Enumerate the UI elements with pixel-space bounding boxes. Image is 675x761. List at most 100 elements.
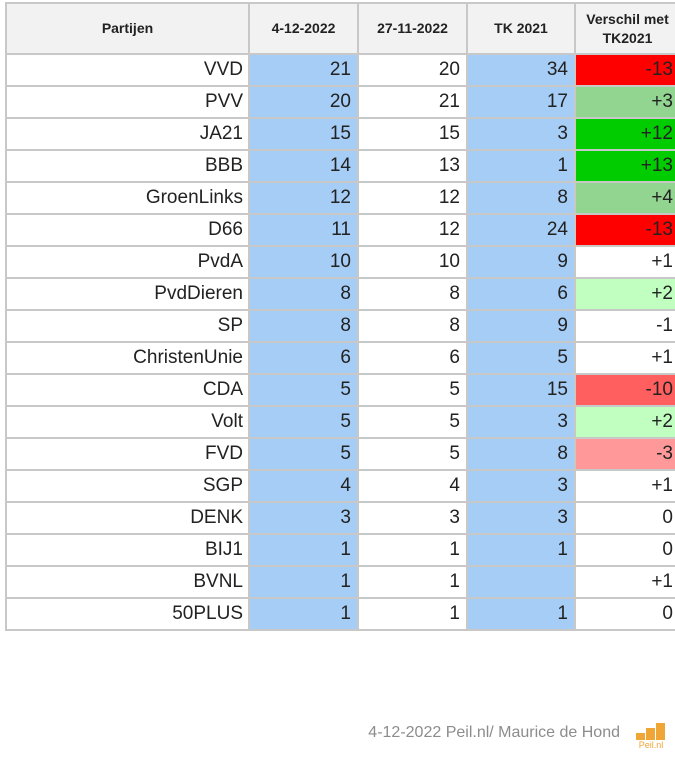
- difference-cell: +1: [574, 565, 675, 599]
- table-row: DENK 3 3 3 0: [5, 501, 675, 535]
- party-name-cell: PVV: [5, 85, 250, 119]
- previous-seats-cell: 21: [357, 85, 468, 119]
- tk2021-seats-cell: 34: [466, 53, 576, 87]
- current-seats-cell: 8: [248, 309, 359, 343]
- current-seats-cell: 6: [248, 341, 359, 375]
- previous-seats-cell: 20: [357, 53, 468, 87]
- previous-seats-cell: 12: [357, 181, 468, 215]
- party-name-cell: JA21: [5, 117, 250, 151]
- current-seats-cell: 15: [248, 117, 359, 151]
- current-seats-cell: 14: [248, 149, 359, 183]
- logo-text: Peil.nl: [638, 740, 664, 750]
- party-name-cell: PvdA: [5, 245, 250, 279]
- current-seats-cell: 3: [248, 501, 359, 535]
- difference-cell: -13: [574, 213, 675, 247]
- tk2021-seats-cell: 24: [466, 213, 576, 247]
- header-difference: Verschil met TK2021: [574, 2, 675, 55]
- table-row: GroenLinks 12 12 8 +4: [5, 181, 675, 215]
- header-parties: Partijen: [5, 2, 250, 55]
- current-seats-cell: 5: [248, 373, 359, 407]
- party-name-cell: DENK: [5, 501, 250, 535]
- tk2021-seats-cell: 8: [466, 181, 576, 215]
- party-name-cell: BVNL: [5, 565, 250, 599]
- current-seats-cell: 1: [248, 597, 359, 631]
- tk2021-seats-cell: 6: [466, 277, 576, 311]
- difference-cell: -3: [574, 437, 675, 471]
- party-name-cell: CDA: [5, 373, 250, 407]
- table-row: PvdDieren 8 8 6 +2: [5, 277, 675, 311]
- table-row: PVV 20 21 17 +3: [5, 85, 675, 119]
- previous-seats-cell: 13: [357, 149, 468, 183]
- table-row: 50PLUS 1 1 1 0: [5, 597, 675, 631]
- previous-seats-cell: 3: [357, 501, 468, 535]
- difference-cell: 0: [574, 501, 675, 535]
- previous-seats-cell: 4: [357, 469, 468, 503]
- table-row: JA21 15 15 3 +12: [5, 117, 675, 151]
- previous-seats-cell: 1: [357, 533, 468, 567]
- party-name-cell: FVD: [5, 437, 250, 471]
- poll-table: Partijen 4-12-2022 27-11-2022 TK 2021 Ve…: [5, 2, 675, 631]
- tk2021-seats-cell: [466, 565, 576, 599]
- header-tk2021: TK 2021: [466, 2, 576, 55]
- previous-seats-cell: 5: [357, 405, 468, 439]
- tk2021-seats-cell: 15: [466, 373, 576, 407]
- difference-cell: 0: [574, 597, 675, 631]
- tk2021-seats-cell: 3: [466, 405, 576, 439]
- table-row: SP 8 8 9 -1: [5, 309, 675, 343]
- difference-cell: +2: [574, 277, 675, 311]
- tk2021-seats-cell: 3: [466, 501, 576, 535]
- previous-seats-cell: 1: [357, 597, 468, 631]
- tk2021-seats-cell: 1: [466, 533, 576, 567]
- party-name-cell: SP: [5, 309, 250, 343]
- current-seats-cell: 8: [248, 277, 359, 311]
- current-seats-cell: 4: [248, 469, 359, 503]
- difference-cell: +2: [574, 405, 675, 439]
- peil-logo-icon: Peil.nl: [634, 717, 668, 751]
- party-name-cell: SGP: [5, 469, 250, 503]
- party-name-cell: Volt: [5, 405, 250, 439]
- difference-cell: -1: [574, 309, 675, 343]
- difference-cell: +4: [574, 181, 675, 215]
- tk2021-seats-cell: 1: [466, 597, 576, 631]
- difference-cell: +1: [574, 245, 675, 279]
- current-seats-cell: 1: [248, 533, 359, 567]
- footer: 4-12-2022 Peil.nl/ Maurice de Hond Peil.…: [0, 712, 675, 756]
- tk2021-seats-cell: 8: [466, 437, 576, 471]
- footer-credit: 4-12-2022 Peil.nl/ Maurice de Hond: [368, 724, 620, 741]
- header-previous-poll: 27-11-2022: [357, 2, 468, 55]
- table-row: BVNL 1 1 +1: [5, 565, 675, 599]
- table-row: BIJ1 1 1 1 0: [5, 533, 675, 567]
- party-name-cell: PvdDieren: [5, 277, 250, 311]
- difference-cell: -13: [574, 53, 675, 87]
- difference-cell: -10: [574, 373, 675, 407]
- current-seats-cell: 20: [248, 85, 359, 119]
- tk2021-seats-cell: 1: [466, 149, 576, 183]
- previous-seats-cell: 1: [357, 565, 468, 599]
- difference-cell: +3: [574, 85, 675, 119]
- table-row: CDA 5 5 15 -10: [5, 373, 675, 407]
- previous-seats-cell: 5: [357, 373, 468, 407]
- difference-cell: +13: [574, 149, 675, 183]
- party-name-cell: VVD: [5, 53, 250, 87]
- party-name-cell: ChristenUnie: [5, 341, 250, 375]
- table-row: ChristenUnie 6 6 5 +1: [5, 341, 675, 375]
- table-row: Volt 5 5 3 +2: [5, 405, 675, 439]
- current-seats-cell: 5: [248, 405, 359, 439]
- current-seats-cell: 11: [248, 213, 359, 247]
- previous-seats-cell: 15: [357, 117, 468, 151]
- tk2021-seats-cell: 9: [466, 309, 576, 343]
- previous-seats-cell: 12: [357, 213, 468, 247]
- header-difference-label: Verschil met TK2021: [586, 10, 669, 46]
- previous-seats-cell: 10: [357, 245, 468, 279]
- current-seats-cell: 1: [248, 565, 359, 599]
- table-row: SGP 4 4 3 +1: [5, 469, 675, 503]
- current-seats-cell: 5: [248, 437, 359, 471]
- previous-seats-cell: 8: [357, 277, 468, 311]
- tk2021-seats-cell: 17: [466, 85, 576, 119]
- party-name-cell: BBB: [5, 149, 250, 183]
- party-name-cell: D66: [5, 213, 250, 247]
- difference-cell: +1: [574, 469, 675, 503]
- difference-cell: +1: [574, 341, 675, 375]
- current-seats-cell: 12: [248, 181, 359, 215]
- table-row: VVD 21 20 34 -13: [5, 53, 675, 87]
